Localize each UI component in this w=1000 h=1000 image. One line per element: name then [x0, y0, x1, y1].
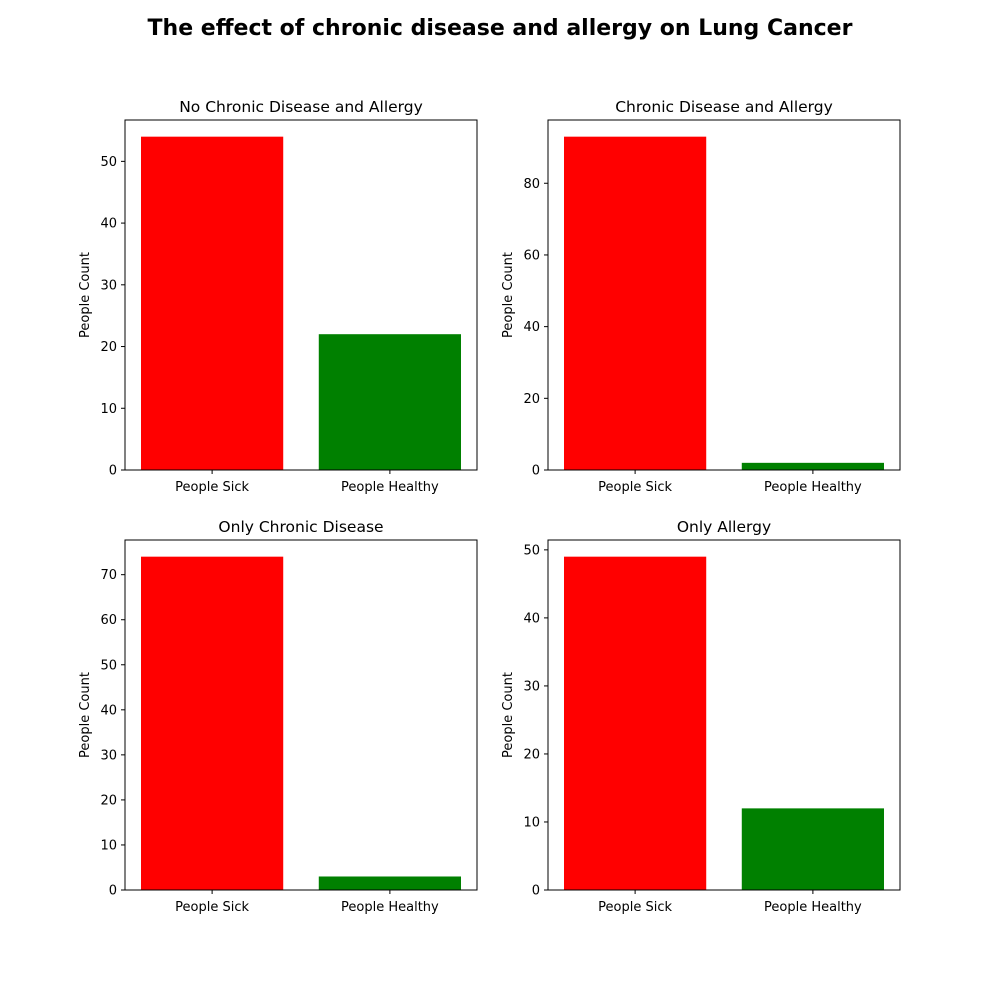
panel-3: 0 10 20 30 40 50 60 70 People Sick People Healthy… [78, 518, 477, 915]
bar-people-sick [564, 137, 706, 470]
y-tick-label: 20 [523, 747, 540, 762]
y-tick-label: 0 [532, 884, 540, 899]
bar-people-healthy [742, 808, 884, 890]
panel-title: Only Allergy [677, 518, 771, 536]
y-tick-label: 30 [523, 679, 540, 694]
y-tick-label: 0 [109, 464, 117, 479]
x-tick-label: People Sick [598, 900, 672, 915]
y-tick-label: 60 [100, 613, 117, 628]
x-tick-label: People Sick [598, 480, 672, 495]
panel-2: 0 20 40 60 80 People Sick People Healthy People… [501, 98, 900, 495]
x-tick-label: People Healthy [341, 480, 439, 495]
y-tick-label: 40 [100, 217, 117, 232]
y-tick-label: 40 [100, 703, 117, 718]
x-tick-label: People Sick [175, 900, 249, 915]
y-axis-label: People Count [501, 252, 516, 338]
y-tick-label: 40 [523, 320, 540, 335]
panel-title: No Chronic Disease and Allergy [179, 98, 423, 116]
y-tick-label: 80 [523, 177, 540, 192]
bar-people-sick [141, 137, 283, 470]
y-tick-label: 20 [523, 392, 540, 407]
y-tick-label: 10 [100, 838, 117, 853]
y-axis-label: People Count [78, 672, 93, 758]
y-tick-label: 20 [100, 793, 117, 808]
x-tick-label: People Healthy [341, 900, 439, 915]
bar-people-healthy [742, 463, 884, 470]
panel-title: Chronic Disease and Allergy [615, 98, 833, 116]
y-tick-label: 0 [532, 464, 540, 479]
bar-people-sick [141, 557, 283, 890]
y-tick-label: 60 [523, 248, 540, 263]
y-axis-label: People Count [78, 252, 93, 338]
bar-people-healthy [319, 334, 461, 470]
y-tick-label: 50 [100, 658, 117, 673]
y-tick-label: 20 [100, 340, 117, 355]
y-tick-label: 10 [100, 402, 117, 417]
y-axis-label: People Count [501, 672, 516, 758]
y-tick-label: 10 [523, 815, 540, 830]
panel-4: 0 10 20 30 40 50 People Sick People Healthy Peop… [501, 518, 900, 915]
panel-title: Only Chronic Disease [218, 518, 383, 536]
y-tick-label: 50 [523, 543, 540, 558]
y-tick-label: 70 [100, 568, 117, 583]
panel-1: 0 10 20 30 40 50 People Sick People Healthy Peop… [78, 98, 477, 495]
y-tick-label: 30 [100, 748, 117, 763]
bar-people-healthy [319, 876, 461, 890]
x-tick-label: People Healthy [764, 900, 862, 915]
bar-people-sick [564, 557, 706, 890]
y-tick-label: 0 [109, 884, 117, 899]
x-tick-label: People Sick [175, 480, 249, 495]
y-tick-label: 30 [100, 278, 117, 293]
y-tick-label: 50 [100, 155, 117, 170]
y-tick-label: 40 [523, 611, 540, 626]
x-tick-label: People Healthy [764, 480, 862, 495]
